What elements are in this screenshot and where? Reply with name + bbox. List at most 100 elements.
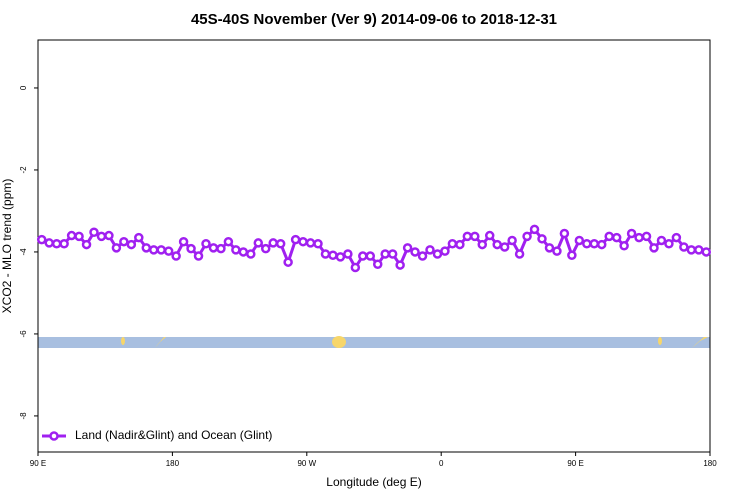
point (574, 235, 585, 246)
point (134, 232, 144, 243)
point (178, 236, 189, 247)
point (559, 228, 570, 239)
point (298, 236, 308, 247)
point (596, 239, 607, 250)
x-tick-label: 90 E (567, 459, 583, 468)
point (283, 257, 293, 267)
ocean-band (38, 337, 710, 348)
point (350, 262, 361, 273)
point (111, 243, 122, 253)
point (410, 247, 420, 257)
point (51, 238, 62, 249)
point (477, 239, 488, 250)
point (163, 246, 174, 256)
point (589, 238, 600, 249)
point (305, 238, 316, 248)
point (81, 239, 92, 250)
x-tick-label: 90 E (30, 459, 46, 468)
point (425, 245, 435, 255)
point (193, 251, 204, 261)
point (447, 238, 458, 249)
point (402, 243, 413, 253)
point (522, 231, 532, 242)
point (679, 242, 689, 252)
x-tick-label: 180 (703, 459, 717, 468)
point (290, 234, 301, 245)
land-ocean-strip (38, 336, 710, 348)
point (44, 238, 54, 248)
point (507, 235, 517, 246)
point (320, 249, 331, 259)
x-tick-label: 180 (166, 459, 180, 468)
point (119, 236, 129, 247)
point (246, 249, 256, 259)
point (372, 259, 383, 269)
point (694, 245, 704, 255)
land-patch (121, 337, 125, 345)
point (604, 231, 614, 242)
point (231, 245, 241, 255)
point (201, 238, 211, 249)
y-tick-label: -2 (19, 166, 28, 174)
point (216, 243, 226, 254)
point (96, 231, 107, 242)
point (126, 239, 137, 250)
point (470, 231, 480, 242)
x-axis-label: Longitude (deg E) (326, 475, 421, 489)
legend-label: Land (Nadir&Glint) and Ocean (Glint) (75, 428, 272, 442)
legend-marker (49, 431, 59, 441)
point (492, 239, 502, 250)
point (432, 249, 443, 259)
point (634, 232, 644, 243)
point (582, 238, 592, 249)
x-tick-label: 0 (439, 459, 444, 468)
point (455, 239, 465, 250)
point (462, 231, 473, 242)
point (171, 251, 181, 261)
point (365, 251, 376, 261)
point (141, 243, 152, 253)
point (335, 252, 346, 262)
y-tick-label: -6 (19, 330, 28, 338)
point (104, 230, 114, 241)
point (484, 230, 495, 241)
point (313, 238, 323, 249)
point (36, 234, 47, 245)
point (238, 247, 249, 257)
point (611, 232, 622, 243)
point (358, 251, 368, 261)
point (59, 238, 69, 249)
point (656, 235, 667, 246)
point (148, 245, 159, 255)
point (567, 250, 577, 260)
series (36, 224, 712, 273)
point (544, 243, 555, 253)
point (380, 249, 390, 259)
point (529, 224, 540, 235)
point (208, 243, 219, 253)
point (328, 250, 338, 260)
point (537, 234, 547, 244)
point (74, 231, 84, 242)
point (440, 246, 450, 256)
point (89, 227, 99, 238)
y-tick-label: 0 (19, 85, 28, 90)
chart-title: 45S-40S November (Ver 9) 2014-09-06 to 2… (191, 11, 557, 28)
point (619, 241, 629, 251)
point (626, 228, 637, 239)
point (156, 245, 166, 255)
point (552, 246, 562, 256)
point (417, 251, 428, 261)
point (223, 236, 234, 247)
point (701, 247, 712, 257)
point (671, 232, 682, 243)
point (686, 245, 697, 255)
point (343, 249, 353, 259)
land-patch (658, 337, 662, 345)
point (514, 249, 525, 259)
point (268, 238, 278, 248)
land-patch (332, 336, 346, 348)
point (260, 243, 271, 254)
plot-frame (37, 39, 711, 453)
